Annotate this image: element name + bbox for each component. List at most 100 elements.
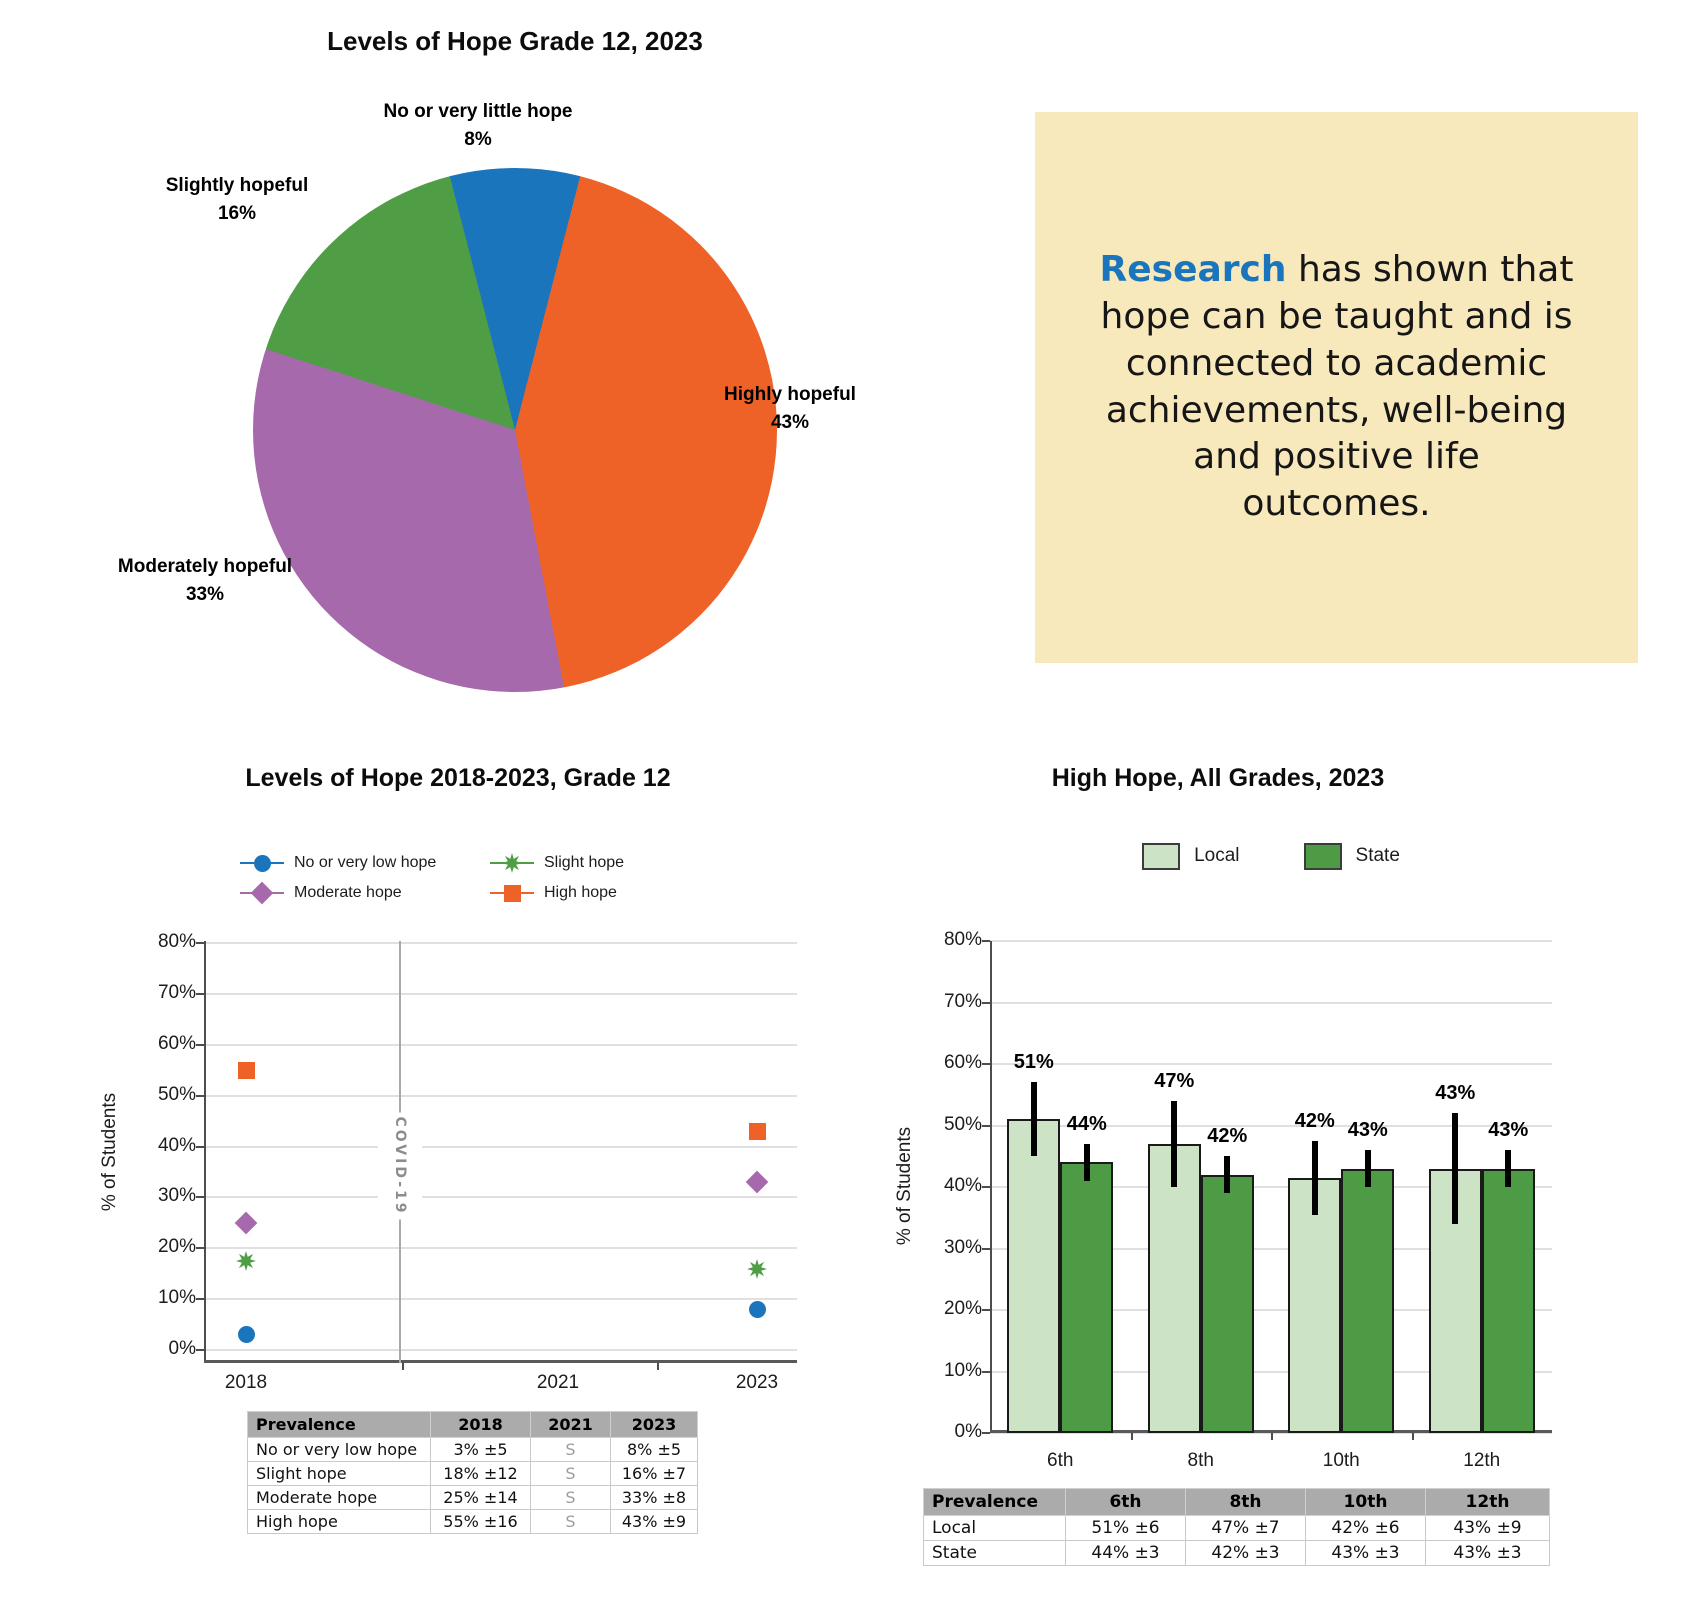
star-marker (236, 1250, 256, 1271)
bar-value-label: 44% (1066, 1112, 1107, 1135)
y-axis-tick (196, 1145, 204, 1148)
legend-label: Moderate hope (294, 884, 402, 901)
bar-chart-title: High Hope, All Grades, 2023 (1051, 764, 1385, 792)
table-row: No or very low hope 3% ±5 S 8% ±5 (247, 1437, 698, 1462)
y-axis-tick (982, 940, 990, 942)
column-header: 2018 (430, 1411, 531, 1438)
column-header: Prevalence (923, 1488, 1066, 1516)
circle-marker (237, 1326, 255, 1344)
diamond-marker (745, 1170, 769, 1194)
table-cell: High hope (247, 1509, 431, 1534)
pie-slice-label: Highly hopeful (724, 384, 856, 405)
legend-label: High hope (544, 884, 617, 901)
legend-item: High hope (490, 880, 700, 906)
bar-local-6th (1007, 1119, 1061, 1433)
pie-label-no-hope: No or very little hope 8% (384, 98, 573, 153)
data-table: Prevalence 2018 2021 2023 No or very low hop… (247, 1411, 698, 1534)
y-axis-tick (982, 1186, 990, 1188)
error-bar (1083, 1143, 1090, 1181)
y-gridline (990, 1247, 1552, 1250)
scatter-chart-title: Levels of Hope 2018-2023, Grade 12 (245, 764, 671, 792)
legend-item: Moderate hope (240, 880, 490, 906)
legend-marker (240, 852, 284, 874)
y-tick-label: 0% (954, 1421, 982, 1442)
bar-value-label: 43% (1347, 1119, 1388, 1142)
y-tick-label: 20% (157, 1236, 196, 1258)
y-axis-tick (982, 1432, 990, 1434)
pie-slice-value: 8% (464, 128, 492, 150)
y-axis-tick (982, 1001, 990, 1004)
table-cell: 25% ±14 (430, 1485, 531, 1510)
error-bar (1452, 1113, 1459, 1224)
y-gridline (204, 1298, 797, 1301)
table-cell: 43% ±9 (1425, 1515, 1550, 1541)
table-row: High hope 55% ±16 S 43% ±9 (247, 1509, 698, 1534)
bar-value-label: 43% (1488, 1119, 1529, 1142)
table-cell: 43% ±3 (1305, 1540, 1426, 1566)
table-header-row: Prevalence 6th 8th 10th 12th (923, 1488, 1550, 1516)
column-header: 8th (1185, 1488, 1306, 1516)
x-tick-label: 2018 (224, 1372, 268, 1393)
y-tick-label: 20% (943, 1298, 982, 1319)
y-axis-tick (982, 1247, 990, 1250)
pie-slice-label: No or very little hope (383, 101, 573, 122)
y-gridline (204, 942, 797, 944)
table-cell: State (923, 1540, 1066, 1566)
bar-local-8th (1147, 1143, 1201, 1433)
pie-slice-label: Moderately hopeful (117, 556, 293, 577)
column-header: Prevalence (247, 1411, 431, 1438)
table-cell: 44% ±3 (1065, 1540, 1186, 1566)
table-cell: Local (923, 1515, 1066, 1541)
bar-legend: Local State (990, 842, 1552, 870)
y-tick-label: 40% (157, 1134, 196, 1156)
table-cell: 42% ±6 (1305, 1515, 1426, 1541)
column-header: 10th (1305, 1488, 1426, 1516)
error-bar (1030, 1082, 1037, 1157)
y-gridline (990, 1124, 1552, 1127)
square-marker (237, 1061, 255, 1079)
circle-marker (253, 854, 271, 872)
y-tick-label: 80% (157, 931, 196, 952)
legend-marker (490, 882, 534, 904)
pie-label-highly-hopeful: Highly hopeful 43% (724, 381, 856, 436)
square-marker (748, 1122, 766, 1140)
table-row: State 44% ±3 42% ±3 43% ±3 43% ±3 (923, 1540, 1550, 1566)
y-axis-tick (982, 1124, 990, 1127)
table-row: Slight hope 18% ±12 S 16% ±7 (247, 1461, 698, 1486)
x-category-label: 12th (1463, 1450, 1501, 1471)
legend-item: Local (1142, 842, 1240, 870)
error-bar (1364, 1150, 1371, 1187)
table-cell: Moderate hope (247, 1485, 431, 1510)
star-marker (747, 1258, 767, 1279)
y-axis-line (204, 941, 206, 1363)
research-callout: Research has shown that hope can be taug… (1035, 112, 1638, 663)
y-tick-label: 30% (157, 1185, 196, 1207)
research-text: Research has shown that hope can be taug… (1098, 247, 1576, 528)
legend-swatch (1142, 842, 1181, 870)
bar-value-label: 42% (1207, 1125, 1248, 1148)
y-axis-tick (982, 1370, 990, 1373)
bar-state-10th (1341, 1168, 1395, 1433)
y-tick-label: 60% (943, 1052, 982, 1073)
bar-value-label: 51% (1013, 1051, 1054, 1074)
table-cell: 47% ±7 (1185, 1515, 1306, 1541)
column-header: 6th (1065, 1488, 1186, 1516)
bar-value-label: 43% (1435, 1082, 1476, 1105)
table-cell: 33% ±8 (610, 1485, 698, 1510)
table-cell: 55% ±16 (430, 1509, 531, 1534)
y-axis-tick (982, 1063, 990, 1065)
y-tick-label: 80% (943, 929, 982, 950)
table-cell: 3% ±5 (430, 1437, 531, 1462)
table-cell: 18% ±12 (430, 1461, 531, 1486)
pie-slice-value: 33% (185, 583, 225, 605)
pie-label-slightly-hopeful: Slightly hopeful 16% (166, 172, 309, 227)
x-tick-label: 2021 (536, 1372, 580, 1393)
legend-label: Slight hope (544, 854, 625, 871)
table-cell: 16% ±7 (610, 1461, 698, 1486)
y-axis-tick (196, 1094, 204, 1097)
x-category-label: 8th (1187, 1450, 1214, 1471)
diamond-marker (234, 1211, 258, 1235)
legend-swatch (1303, 842, 1342, 870)
table-cell: 43% ±9 (610, 1509, 698, 1534)
